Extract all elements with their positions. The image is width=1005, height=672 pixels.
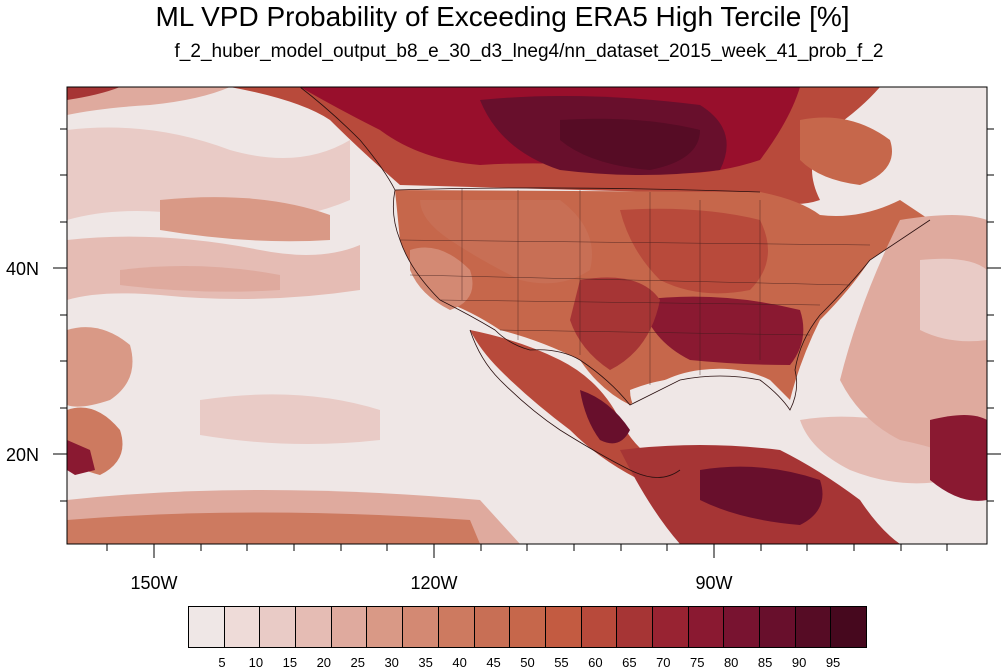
- colorbar-swatch: [617, 607, 653, 647]
- colorbar-level-label: 80: [723, 655, 739, 670]
- colorbar-swatch: [260, 607, 297, 647]
- colorbar-swatch: [296, 607, 332, 647]
- colorbar-labels: 5 10 15 20 25 30 35 40 45 50 55 60 65 70 75 80 85 90 95: [188, 656, 867, 672]
- lat-label-20n: 20N: [6, 445, 40, 465]
- colorbar-swatch: [545, 607, 582, 647]
- colorbar-level-label: 25: [350, 655, 365, 670]
- colorbar-level-label: 65: [622, 655, 637, 670]
- colorbar-swatch: [760, 607, 796, 647]
- colorbar-swatch: [403, 607, 439, 647]
- map-subtitle: f_2_huber_model_output_b8_e_30_d3_lneg4/…: [174, 41, 884, 62]
- colorbar-swatch: [331, 607, 368, 647]
- colorbar-level-label: 50: [520, 655, 535, 670]
- colorbar-swatch: [474, 607, 511, 647]
- colorbar-level-label: 35: [418, 655, 433, 670]
- colorbar-level-label: 15: [282, 655, 298, 670]
- colorbar-level-label: 5: [218, 655, 226, 670]
- map-title: ML VPD Probability of Exceeding ERA5 Hig…: [155, 1, 850, 32]
- colorbar-swatch: [652, 607, 689, 647]
- lon-label-90w: 90W: [695, 573, 733, 593]
- colorbar-level-label: 90: [791, 655, 807, 670]
- colorbar-swatch: [438, 607, 475, 647]
- colorbar-swatch: [189, 607, 225, 647]
- colorbar-level-label: 55: [554, 655, 569, 670]
- map-figure: [53, 86, 1001, 558]
- colorbar-level-label: 30: [384, 655, 399, 670]
- lat-ticks: [53, 128, 1001, 502]
- colorbar-level-label: 20: [316, 655, 332, 670]
- lon-ticks: [106, 544, 948, 558]
- colorbar-swatch: [510, 607, 546, 647]
- colorbar-level-label: 95: [825, 655, 841, 670]
- colorbar-level-label: 70: [656, 655, 671, 670]
- colorbar-swatch: [688, 607, 725, 647]
- lon-label-150w: 150W: [130, 573, 178, 593]
- lat-label-40n: 40N: [6, 259, 40, 279]
- probability-field: [67, 87, 987, 544]
- lon-label-120w: 120W: [410, 573, 458, 593]
- colorbar-swatch: [224, 607, 261, 647]
- colorbar-level-label: 10: [248, 655, 264, 670]
- colorbar-level-label: 85: [757, 655, 773, 670]
- colorbar-swatch: [581, 607, 618, 647]
- colorbar-level-label: 45: [486, 655, 501, 670]
- state-borders: [399, 188, 871, 385]
- colorbar-swatch: [724, 607, 760, 647]
- coastlines: [299, 86, 931, 478]
- colorbar-swatch: [795, 607, 832, 647]
- colorbar-level-label: 40: [452, 655, 467, 670]
- colorbar: [188, 606, 867, 648]
- colorbar-level-label: 75: [690, 655, 705, 670]
- colorbar-swatch: [831, 607, 867, 647]
- colorbar-swatch: [367, 607, 404, 647]
- colorbar-level-label: 60: [588, 655, 603, 670]
